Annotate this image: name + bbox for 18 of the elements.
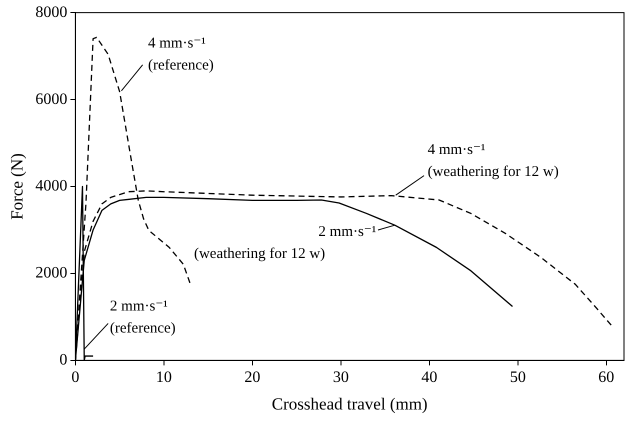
series-label: 4 mm·s⁻¹ (weathering for 12 w) xyxy=(428,142,559,180)
x-tick-label: 10 xyxy=(156,369,172,386)
y-tick-label: 6000 xyxy=(35,90,68,108)
y-tick-label: 2000 xyxy=(35,264,68,282)
legend-label: 2 mm·s⁻¹ (weathering for 12 w) xyxy=(194,224,376,262)
y-tick-label: 4000 xyxy=(35,178,68,195)
y-axis-title: Force (N) xyxy=(8,153,27,220)
x-tick-label: 40 xyxy=(421,369,438,386)
x-tick-label: 30 xyxy=(332,369,349,386)
x-axis-title: Crosshead travel (mm) xyxy=(272,394,428,414)
x-tick-label: 0 xyxy=(71,369,80,386)
y-tick-label: 0 xyxy=(59,352,68,369)
text: 4 mm·s⁻¹ (reference) xyxy=(148,35,214,74)
series-label: 2 mm·s⁻¹ (reference) xyxy=(110,298,176,336)
x-tick-label: 60 xyxy=(598,369,614,386)
y-tick-label: 8000 xyxy=(35,4,68,21)
x-tick-label: 20 xyxy=(244,369,260,386)
x-tick-label: 50 xyxy=(510,369,526,386)
